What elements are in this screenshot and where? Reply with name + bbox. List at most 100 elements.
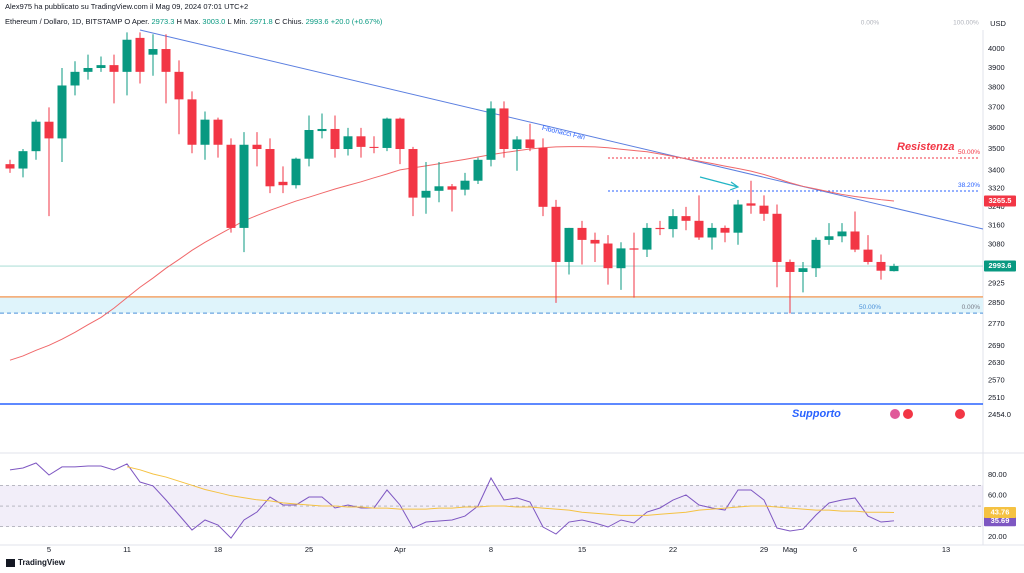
candle-body (642, 227, 652, 250)
rsi-last-value: 43.76 (991, 507, 1010, 516)
candle-body (369, 146, 379, 148)
candle-body (330, 128, 340, 150)
fib-top-label: 100.00% (953, 20, 979, 27)
candle-body (148, 49, 158, 55)
y-tick-label: 2925 (988, 278, 1005, 287)
x-tick-label: 15 (578, 545, 586, 554)
currency: USD (990, 19, 1006, 28)
y-tick-label: 2630 (988, 358, 1005, 367)
y-tick-label: 3700 (988, 102, 1005, 111)
candle-body (408, 149, 418, 198)
y-tick-label: 2454.0 (988, 410, 1011, 419)
fib-top-label: 0.00% (861, 20, 880, 27)
x-tick-label: 18 (214, 545, 222, 554)
x-tick-label: 6 (853, 545, 857, 554)
candle-body (564, 227, 574, 262)
candle-body (733, 204, 743, 233)
candle-body (343, 136, 353, 150)
candle-body (824, 236, 834, 240)
y-tick-label: 3400 (988, 166, 1005, 175)
y-tick-label: 3500 (988, 144, 1005, 153)
candle-body (720, 227, 730, 233)
candle-body (850, 231, 860, 250)
field-key: L (227, 17, 231, 26)
candle-body (395, 118, 405, 150)
candle-body (798, 268, 808, 272)
candle-body (96, 65, 106, 68)
candle-body (811, 239, 821, 269)
candle-body (486, 108, 496, 160)
y-tick-label: 2850 (988, 298, 1005, 307)
candle-body (252, 144, 262, 150)
y-tick-label: 3800 (988, 82, 1005, 91)
support-label: Supporto (792, 408, 841, 420)
y-tick-label: 3080 (988, 240, 1005, 249)
candle-body (57, 85, 67, 139)
y-tick-label: 80.00 (988, 470, 1007, 479)
candle-body (18, 151, 28, 169)
candle-body (746, 203, 756, 206)
symbol: Ethereum / Dollaro, 1D, BITSTAMP (5, 17, 122, 26)
byline: Alex975 ha pubblicato su TradingView.com… (5, 2, 248, 11)
y-tick-label: 4000 (988, 44, 1005, 53)
field-value: 3003.0 (202, 17, 225, 26)
candle-body (70, 71, 80, 86)
field-name: Min. (233, 17, 247, 26)
field-key: H (177, 17, 182, 26)
ma-last-value-box (984, 195, 1016, 207)
candle-body (837, 231, 847, 237)
support-zone (0, 296, 983, 314)
candle-body (616, 248, 626, 269)
y-tick-label: 2770 (988, 319, 1005, 328)
candle-body (265, 149, 275, 187)
candle-body (473, 159, 483, 181)
y-tick-label: 3160 (988, 221, 1005, 230)
candle-body (200, 119, 210, 145)
candle-body (447, 186, 457, 190)
resistance-label: Resistenza (897, 141, 954, 153)
candle-body (603, 243, 613, 269)
candle-body (434, 186, 444, 191)
candle-body (629, 248, 639, 250)
candle-body (174, 71, 184, 100)
candle-body (187, 99, 197, 145)
y-tick-label: 3600 (988, 123, 1005, 132)
y-tick-label: 60.00 (988, 491, 1007, 500)
field-name: Chius. (282, 17, 303, 26)
ma-last-value: 3265.5 (989, 196, 1012, 205)
x-tick-label: 22 (669, 545, 677, 554)
rsi-last-value: 35.69 (991, 516, 1010, 525)
x-tick-label: 5 (47, 545, 51, 554)
x-tick-label: 8 (489, 545, 493, 554)
candle-body (278, 181, 288, 186)
candle-body (161, 49, 171, 72)
candle-body (5, 164, 15, 169)
candle-body (460, 180, 470, 190)
candle-body (291, 158, 301, 186)
candle-body (759, 205, 769, 214)
candle-body (83, 67, 93, 72)
candle-body (681, 216, 691, 221)
rsi-last-value-box (984, 515, 1016, 527)
field-value: 2993.6 (306, 17, 329, 26)
last-price-box (984, 260, 1016, 272)
candle-body (499, 108, 509, 150)
candle-body (226, 144, 236, 228)
fib-level-label: 38.20% (958, 182, 980, 189)
candle-body (707, 227, 717, 238)
zone-label: 50.00% (859, 304, 881, 311)
candle-body (889, 266, 899, 272)
icons (890, 409, 965, 419)
change: +20.0 (+0.67%) (331, 17, 383, 26)
candle-body (44, 121, 54, 139)
y-tick-label: 3320 (988, 184, 1005, 193)
field-key: O (124, 17, 130, 26)
y-tick-label: 20.00 (988, 532, 1007, 541)
rsi-last-value-box (984, 506, 1016, 518)
candle-body (122, 39, 132, 72)
candle-body (772, 213, 782, 262)
y-tick-label: 2510 (988, 393, 1005, 402)
rsi-line (126, 466, 895, 516)
brand-logo (6, 559, 15, 567)
